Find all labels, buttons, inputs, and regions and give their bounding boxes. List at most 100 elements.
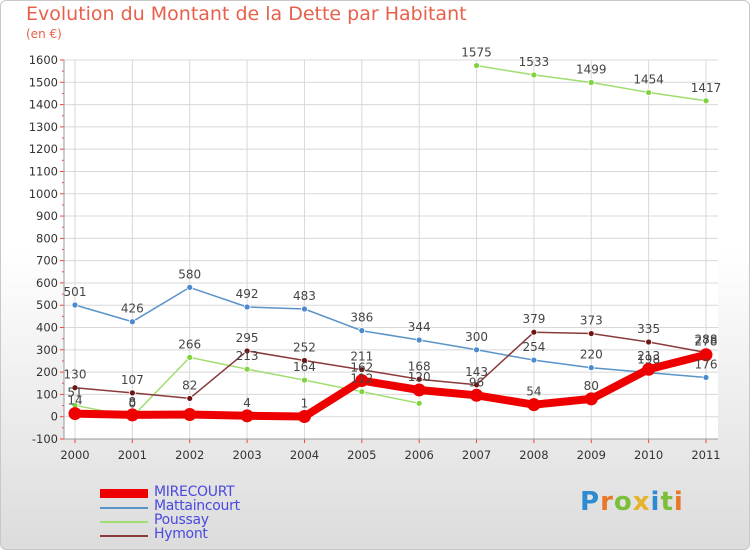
data-label-poussay: 266 [178,337,201,351]
data-point-hymont [128,389,136,397]
logo-letter: x [632,487,651,517]
series-line-hymont [74,331,707,400]
data-label-hymont: 373 [580,314,603,328]
data-label-mirecourt: 4 [243,396,251,410]
data-point-mirecourt [527,398,541,412]
data-label-mattaincourt: 492 [236,287,259,301]
data-label-mattaincourt: 254 [522,340,545,354]
data-point-mattaincourt [243,303,251,311]
legend-label: MIRECOURT [154,484,235,500]
data-label-poussay: 112 [350,372,373,386]
data-label-mirecourt: 80 [584,379,599,393]
x-tick-label: 2010 [634,448,663,462]
data-point-mattaincourt [186,283,194,291]
series-line-mirecourt [71,350,710,421]
data-point-hymont [587,330,595,337]
data-point-mirecourt [584,392,598,406]
logo-letter: i [650,487,661,517]
data-label-poussay: 164 [293,360,316,374]
data-label-hymont: 130 [64,368,87,382]
data-label-hymont: 295 [236,331,259,345]
data-label-mattaincourt: 501 [64,285,87,299]
y-tick-label: 0 [51,410,58,424]
data-point-mattaincourt [473,346,480,354]
data-point-poussay [301,376,308,384]
data-point-poussay [415,399,423,407]
data-point-mirecourt [412,383,426,397]
chart-subtitle: (en €) [26,27,62,41]
legend-swatch [100,507,148,509]
y-tick-label: 1500 [29,75,58,89]
data-label-poussay: 1533 [519,55,550,69]
data-label-poussay: 0 [129,397,137,411]
data-label-mirecourt: 8 [129,395,137,409]
y-tick-label: 500 [36,298,58,312]
data-point-mattaincourt [415,336,423,344]
x-tick-label: 2002 [175,448,204,462]
data-label-poussay: 1575 [461,46,492,60]
data-point-mirecourt [68,407,82,421]
y-tick-label: 100 [36,387,58,401]
y-tick-label: 1200 [29,142,58,156]
data-label-poussay: 1417 [691,81,722,95]
x-tick-label: 2006 [405,448,434,462]
data-label-hymont: 379 [522,312,545,326]
y-tick-label: 700 [36,254,58,268]
data-point-poussay [243,365,251,373]
data-label-mattaincourt: 386 [350,311,373,325]
legend-label: Mattaincourt [154,498,240,514]
data-label-mattaincourt: 300 [465,330,488,344]
data-label-mirecourt: 213 [637,349,660,363]
data-label-hymont: 288 [695,332,718,346]
data-label-mattaincourt: 220 [580,348,603,362]
data-point-poussay [645,89,653,96]
data-point-mirecourt [642,362,656,376]
data-point-mirecourt [699,348,713,362]
data-point-mirecourt [470,388,484,402]
legend-swatch [100,535,148,537]
data-label-mattaincourt: 483 [293,289,316,303]
y-tick-label: 800 [36,231,58,245]
logo-letter: P [580,487,601,517]
data-label-mirecourt: 96 [469,375,484,389]
x-tick-label: 2007 [462,448,491,462]
proxiti-logo: Proxiti [580,487,684,517]
series-line-mattaincourt [74,286,707,379]
logo-letter: o [613,487,633,517]
data-label-hymont: 335 [637,322,660,336]
y-tick-label: 200 [36,365,58,379]
legend-label: Hymont [154,526,208,542]
data-point-poussay [530,71,538,79]
x-tick-label: 2011 [691,448,720,462]
plot-area [64,60,718,439]
data-point-hymont [645,338,653,346]
x-tick-label: 2001 [118,448,147,462]
legend-swatch [100,489,148,498]
data-label-mattaincourt: 198 [637,353,660,367]
data-label-hymont: 107 [121,373,144,387]
y-tick-label: -100 [32,432,58,446]
y-tick-label: 400 [36,321,58,335]
data-point-mattaincourt [587,364,595,372]
data-point-hymont [415,375,423,383]
data-label-mirecourt: 162 [350,361,373,375]
data-point-poussay [587,79,595,86]
y-tick-label: 600 [36,276,58,290]
y-tick-label: 1600 [29,53,58,67]
y-tick-label: 1000 [29,187,58,201]
logo-letter: i [673,487,684,517]
data-label-mirecourt: 120 [408,370,431,384]
data-label-hymont: 143 [465,365,488,379]
data-point-mirecourt [355,374,369,388]
data-point-mattaincourt [128,318,136,326]
data-label-mirecourt: 1 [301,396,309,410]
data-label-poussay: 1499 [576,63,607,77]
x-tick-label: 2005 [347,448,376,462]
data-point-hymont [473,381,480,389]
x-tick-label: 2004 [290,448,319,462]
data-point-mattaincourt [530,356,538,364]
data-point-mirecourt [183,407,197,421]
data-point-hymont [530,328,538,336]
data-point-poussay [186,354,194,361]
